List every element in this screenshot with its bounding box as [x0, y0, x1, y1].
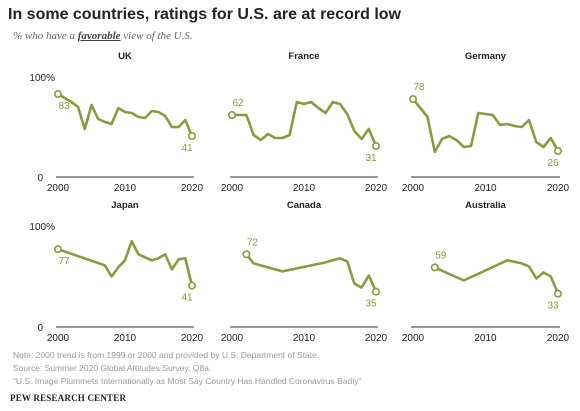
panel-title-australia: Australia: [465, 200, 506, 211]
chart-title: In some countries, ratings for U.S. are …: [8, 6, 401, 23]
data-label-france: 62: [232, 98, 244, 109]
y-tick-label-uk: 100%: [29, 73, 55, 84]
source-credit: PEW RESEARCH CENTER: [10, 393, 127, 403]
data-point-canada: [242, 250, 251, 259]
data-label-uk: 83: [58, 101, 70, 112]
x-tick-label-canada: 2000: [221, 333, 244, 344]
series-line-canada: [245, 253, 378, 293]
panel-title-canada: Canada: [287, 200, 322, 211]
x-tick-label-germany: 2000: [402, 183, 425, 194]
panel-title-france: France: [288, 51, 319, 62]
note-text: Note: 2000 trend is from 1999 or 2000 an…: [13, 350, 320, 360]
data-label-canada: 72: [247, 237, 259, 248]
data-point-uk: [53, 90, 62, 99]
panel-title-uk: UK: [118, 51, 132, 62]
series-line-germany: [411, 97, 560, 154]
x-tick-label-uk: 2020: [181, 183, 204, 194]
panel-title-germany: Germany: [465, 51, 507, 62]
x-tick-label-france: 2010: [293, 183, 316, 194]
x-tick-label-germany: 2020: [547, 183, 570, 194]
y-tick-label-uk: 0: [37, 173, 43, 184]
x-tick-label-canada: 2010: [293, 333, 316, 344]
data-point-germany: [553, 147, 562, 156]
subtitle-emphasis: favorable: [77, 30, 121, 42]
data-point-france: [228, 111, 237, 120]
data-label-japan: 77: [58, 256, 70, 267]
panel-title-japan: Japan: [111, 200, 139, 211]
x-tick-label-japan: 2020: [181, 333, 204, 344]
data-point-canada: [371, 287, 380, 296]
data-point-japan: [188, 281, 197, 290]
data-point-france: [371, 142, 380, 151]
data-point-australia: [553, 289, 562, 298]
data-label-germany: 78: [413, 82, 425, 93]
series-line-uk: [56, 92, 194, 138]
subtitle-suffix: view of the U.S.: [120, 30, 193, 42]
x-tick-label-france: 2000: [221, 183, 244, 194]
data-label-canada: 35: [365, 299, 377, 310]
series-line-france: [230, 100, 378, 148]
y-tick-label-japan: 0: [37, 323, 43, 334]
x-tick-label-uk: 2010: [114, 183, 137, 194]
source-text: Source: Summer 2020 Global Attitudes Sur…: [13, 363, 212, 373]
x-tick-label-japan: 2010: [114, 333, 137, 344]
report-title-text: “U.S. Image Plummets Internationally as …: [13, 376, 362, 386]
data-label-germany: 26: [547, 158, 559, 169]
x-tick-label-france: 2020: [365, 183, 388, 194]
series-line-japan: [56, 239, 194, 287]
x-tick-label-australia: 2010: [474, 333, 497, 344]
data-point-australia: [430, 263, 439, 272]
data-label-uk: 41: [181, 143, 193, 154]
data-label-australia: 59: [435, 250, 447, 261]
data-point-japan: [53, 245, 62, 254]
chart-subtitle: % who have a favorable view of the U.S.: [13, 30, 193, 42]
series-line-australia: [433, 259, 560, 295]
x-tick-label-canada: 2020: [365, 333, 388, 344]
x-tick-label-australia: 2000: [402, 333, 425, 344]
x-tick-label-australia: 2020: [547, 333, 570, 344]
data-label-france: 31: [365, 153, 377, 164]
x-tick-label-germany: 2010: [474, 183, 497, 194]
x-tick-label-japan: 2000: [47, 333, 70, 344]
x-tick-label-uk: 2000: [47, 183, 70, 194]
data-point-germany: [408, 95, 417, 104]
data-label-australia: 33: [547, 301, 559, 312]
y-tick-label-japan: 100%: [29, 222, 55, 233]
subtitle-prefix: % who have a: [13, 30, 78, 42]
data-point-uk: [188, 132, 197, 141]
data-label-japan: 41: [181, 293, 193, 304]
